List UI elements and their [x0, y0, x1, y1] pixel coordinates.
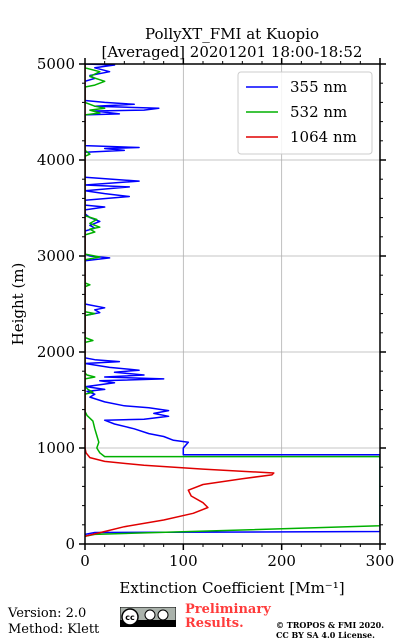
svg-text:cc: cc — [125, 613, 135, 622]
version-text: Version: 2.0 — [8, 606, 87, 621]
x-tick-label: 300 — [366, 552, 395, 570]
legend-box — [237, 71, 373, 155]
chart-subtitle: [Averaged] 20201201 18:00-18:52 — [102, 43, 363, 61]
series-lines — [85, 64, 380, 538]
copyright-line-2: CC BY SA 4.0 License. — [276, 630, 375, 640]
y-axis-label: Height (m) — [9, 263, 27, 346]
cc-icon — [121, 608, 139, 626]
method-text: Method: Klett — [8, 622, 100, 637]
series-line-2 — [85, 64, 275, 538]
x-tick-label: 0 — [80, 552, 90, 570]
y-tick-label: 4000 — [37, 151, 75, 169]
cc-license-badge: cc — [120, 607, 176, 627]
by-icon — [144, 609, 156, 621]
y-tick-label: 3000 — [37, 247, 75, 265]
series-line-0 — [85, 64, 380, 536]
y-tick-label: 0 — [65, 535, 75, 553]
y-tick-label: 2000 — [37, 343, 75, 361]
x-axis-label: Extinction Coefficient [Mm⁻¹] — [119, 579, 344, 597]
copyright-line-1: © TROPOS & FMI 2020. — [276, 620, 385, 630]
series-line-1 — [85, 64, 380, 538]
x-tick-label: 200 — [267, 552, 296, 570]
plot-frame — [84, 63, 381, 545]
sa-icon — [157, 609, 169, 621]
legend-label: 532 nm — [290, 103, 347, 121]
legend: 355 nm 532 nm 1064 nm — [237, 71, 373, 155]
legend-label: 355 nm — [290, 78, 347, 96]
legend-label: 1064 nm — [290, 128, 357, 146]
y-tick-label: 1000 — [37, 439, 75, 457]
copyright-notice: © TROPOS & FMI 2020. CC BY SA 4.0 Licens… — [276, 620, 384, 640]
y-tick-label: 5000 — [37, 55, 75, 73]
x-tick-label: 100 — [169, 552, 198, 570]
chart-title: PollyXT_FMI at Kuopio — [145, 25, 319, 43]
preliminary-notice: Preliminary Results. — [185, 602, 271, 631]
